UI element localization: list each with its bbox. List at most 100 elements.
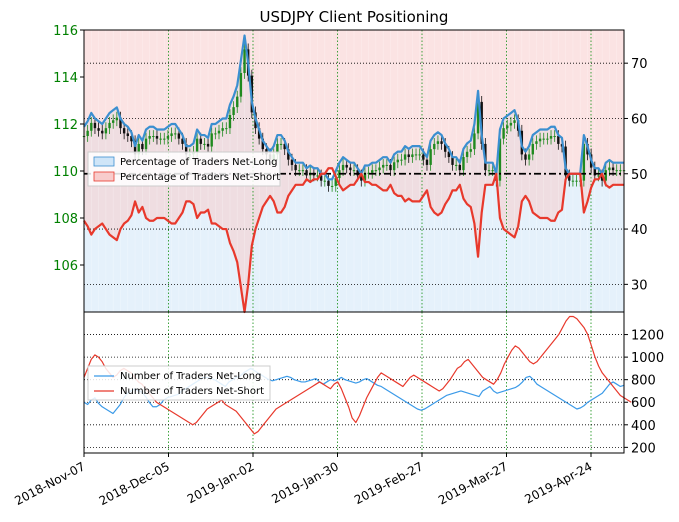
candle-body [133,141,137,155]
legend-label-net-short: Percentage of Traders Net-Short [120,172,280,183]
right-axis-ticks: 30 40 50 60 70 [624,57,648,293]
candle-body [170,133,173,137]
right-tick-label: 70 [631,57,648,72]
candle-body [174,133,177,135]
left-tick-label: 106 [53,259,78,274]
candle-body [491,170,494,172]
candle-body [356,170,359,176]
candle-body [323,180,327,182]
candle-body [257,128,261,139]
candle-body [546,138,549,140]
series-line-net-long-pct [83,34,624,181]
bottom-right-tick-label: 800 [631,374,656,389]
candle-body [232,107,235,116]
candle-body [330,185,334,187]
candle-body [568,175,571,181]
candle-body [447,151,451,158]
left-tick-label: 112 [53,118,78,133]
candle-body [385,164,389,166]
candle-body [90,122,93,131]
candle-body [316,175,319,177]
candle-body [469,149,472,152]
candle-body [228,115,232,129]
candle-body [509,122,513,126]
candle-body [155,136,159,139]
candle-body [549,136,553,139]
bottom-right-tick-label: 1000 [631,351,664,366]
candle-body [148,136,151,139]
candle-body [181,138,184,144]
candle-body [527,154,531,160]
candle-body [502,128,505,139]
candle-body [360,175,363,181]
legend-label-count-long: Number of Traders Net-Long [120,371,261,382]
candle-body [392,162,396,171]
legend-top: Percentage of Traders Net-Long Percentag… [87,151,281,187]
candle-body [239,72,243,97]
legend-label-net-long: Percentage of Traders Net-Long [120,157,278,168]
candle-body [619,170,622,172]
candle-body [451,157,454,165]
left-tick-label: 116 [53,24,78,39]
candle-body [279,143,283,145]
candle-body [557,136,560,144]
candle-body [487,170,491,172]
right-tick-label: 40 [631,223,648,238]
candle-body [604,170,607,181]
candle-body [334,178,337,186]
candle-body [345,164,348,168]
candle-body [454,164,458,166]
legend-bottom: Number of Traders Net-Long Number of Tra… [87,365,271,401]
candle-body [290,159,294,165]
candle-body [159,138,162,140]
candle-body [363,172,367,181]
candle-body [498,138,502,181]
candle-body [542,138,545,140]
candle-body [597,175,600,177]
candle-body [593,167,597,176]
series-line-count-net-short [83,315,632,435]
candle-body [433,143,436,150]
candle-body [582,143,586,181]
candle-body [119,117,122,129]
candle-body [108,122,111,129]
candle-body [243,49,246,73]
candle-body [225,128,228,130]
candle-body [305,170,308,176]
bottom-plot-frame [83,311,625,454]
legend-swatch-net-long [93,156,115,167]
candle-body [122,128,126,134]
candle-body [425,159,429,165]
candle-body [287,149,290,160]
candle-body [294,164,297,171]
candle-body [221,128,224,131]
candle-body [137,143,140,155]
candle-body [177,133,181,139]
candle-body [458,164,462,171]
candle-body [575,180,578,182]
candle-body [371,170,374,173]
candle-body [111,120,115,123]
left-tick-label: 108 [53,212,78,227]
candle-body [608,167,611,171]
candle-body [261,138,264,150]
candle-body [341,164,345,171]
candle-body [513,120,516,123]
candle-body [414,154,418,156]
candle-body [374,170,378,172]
candle-body [141,143,144,150]
candle-body [214,133,217,135]
candle-body [104,128,108,134]
candle-body [152,136,155,138]
candle-body [97,128,100,131]
candle-body [319,175,323,181]
candle-body [429,149,432,165]
candle-body [615,170,618,172]
candle-body [210,133,213,147]
bottom-right-tick-label: 600 [631,396,656,411]
candle-body [422,154,425,160]
candle-body [476,101,480,134]
bottom-right-tick-label: 1200 [631,329,664,344]
